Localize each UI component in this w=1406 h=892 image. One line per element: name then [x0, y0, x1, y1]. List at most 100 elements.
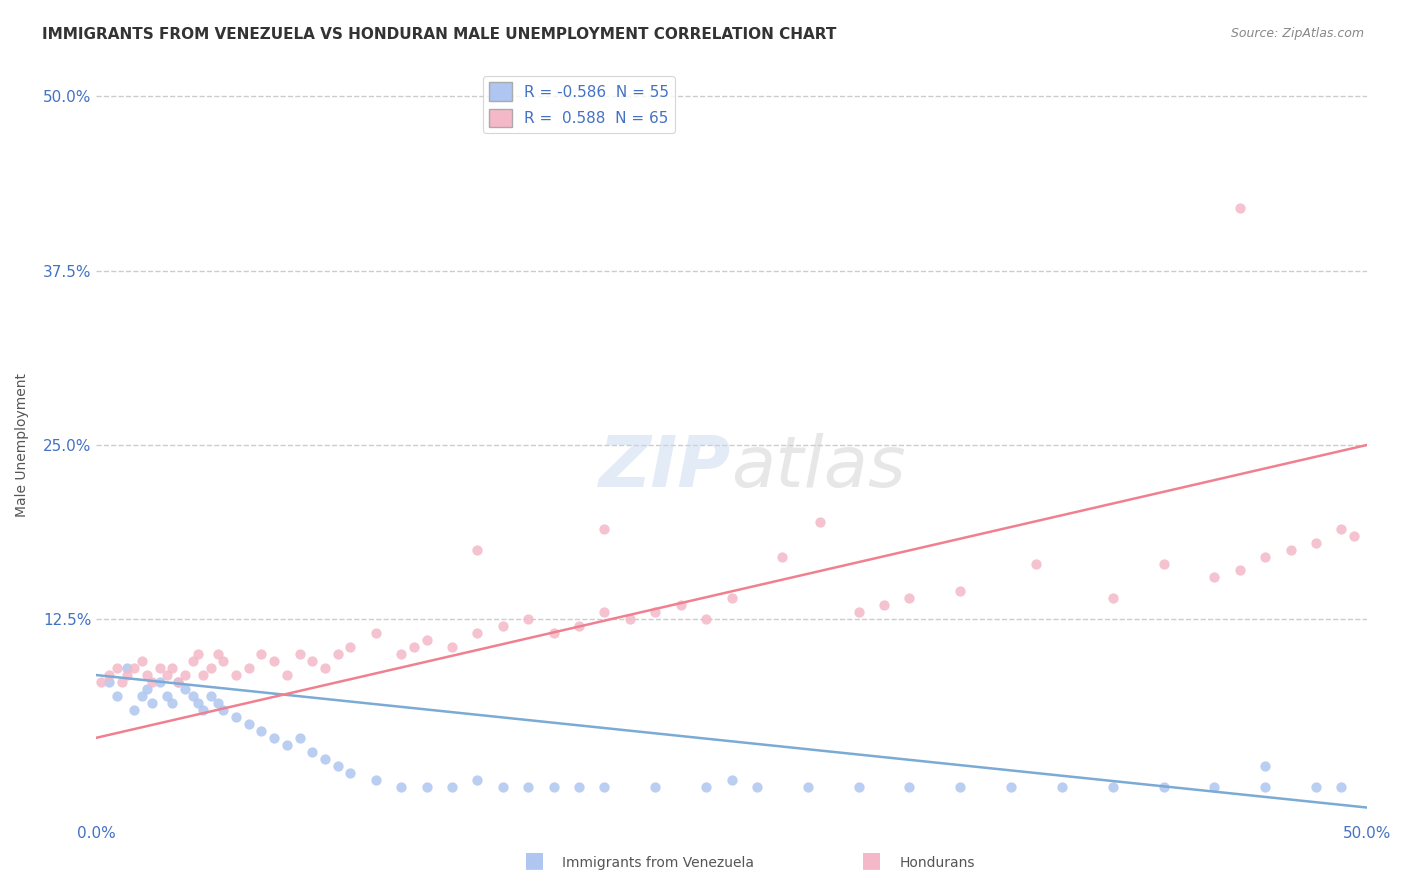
Point [207, 696, 229, 710]
Point [593, 605, 616, 619]
Point [770, 549, 793, 564]
Point [797, 780, 820, 794]
Point [1330, 780, 1353, 794]
Point [1330, 522, 1353, 536]
Point [389, 647, 412, 661]
Point [225, 710, 247, 724]
Text: Immigrants from Venezuela: Immigrants from Venezuela [562, 855, 755, 870]
Legend: R = -0.586  N = 55, R =  0.588  N = 65: R = -0.586 N = 55, R = 0.588 N = 65 [482, 76, 675, 133]
Y-axis label: Male Unemployment: Male Unemployment [15, 373, 30, 517]
Point [250, 647, 273, 661]
Point [141, 675, 163, 690]
Point [90, 675, 112, 690]
Point [1101, 591, 1123, 606]
Point [593, 522, 616, 536]
Point [174, 668, 197, 682]
Point [949, 780, 972, 794]
Point [238, 716, 260, 731]
Point [149, 675, 172, 690]
Point [97, 675, 120, 690]
Point [131, 654, 153, 668]
Point [644, 605, 666, 619]
Point [1153, 780, 1175, 794]
Point [149, 661, 172, 675]
Point [131, 689, 153, 703]
Point [1153, 557, 1175, 571]
Point [181, 654, 204, 668]
Point [898, 591, 921, 606]
Point [517, 612, 540, 626]
Point [339, 640, 361, 655]
Point [301, 654, 323, 668]
Point [124, 703, 146, 717]
Point [1305, 780, 1327, 794]
Point [873, 599, 896, 613]
Point [314, 661, 336, 675]
Point [440, 640, 463, 655]
Point [467, 542, 489, 557]
Point [695, 780, 717, 794]
Point [250, 723, 273, 738]
Point [191, 703, 214, 717]
Point [745, 780, 768, 794]
Point [568, 780, 591, 794]
Point [402, 640, 425, 655]
Point [720, 591, 742, 606]
Point [288, 647, 311, 661]
Point [166, 675, 188, 690]
Point [156, 689, 179, 703]
Point [124, 661, 146, 675]
Point [415, 633, 437, 648]
Text: atlas: atlas [731, 434, 905, 502]
Point [1025, 557, 1047, 571]
Point [467, 626, 489, 640]
Point [263, 654, 285, 668]
Point [898, 780, 921, 794]
Point [1101, 780, 1123, 794]
Point [326, 758, 349, 772]
Point [301, 745, 323, 759]
Point [136, 668, 159, 682]
Point [1229, 201, 1251, 215]
Point [1204, 570, 1226, 584]
Point [364, 626, 387, 640]
Point [1050, 780, 1073, 794]
Point [174, 681, 197, 696]
Point [263, 731, 285, 745]
Point [543, 626, 565, 640]
Point [695, 612, 717, 626]
Point [97, 668, 120, 682]
Text: ZIP: ZIP [599, 434, 731, 502]
Point [364, 772, 387, 787]
Point [848, 605, 870, 619]
Point [141, 696, 163, 710]
Point [314, 752, 336, 766]
Point [568, 619, 591, 633]
Point [207, 647, 229, 661]
Text: Source: ZipAtlas.com: Source: ZipAtlas.com [1230, 27, 1364, 40]
Point [166, 675, 188, 690]
Point [191, 668, 214, 682]
Point [212, 703, 235, 717]
Point [187, 696, 209, 710]
Point [187, 647, 209, 661]
Point [111, 675, 134, 690]
Point [492, 619, 515, 633]
Text: ■: ■ [524, 850, 544, 870]
Point [162, 696, 184, 710]
Point [543, 780, 565, 794]
Point [225, 668, 247, 682]
Point [619, 612, 641, 626]
Point [276, 668, 298, 682]
Point [115, 661, 138, 675]
Point [415, 780, 437, 794]
Text: ■: ■ [862, 850, 882, 870]
Point [1229, 564, 1251, 578]
Point [288, 731, 311, 745]
Point [1254, 758, 1277, 772]
Point [467, 772, 489, 787]
Text: Hondurans: Hondurans [900, 855, 976, 870]
Point [181, 689, 204, 703]
Point [389, 780, 412, 794]
Point [848, 780, 870, 794]
